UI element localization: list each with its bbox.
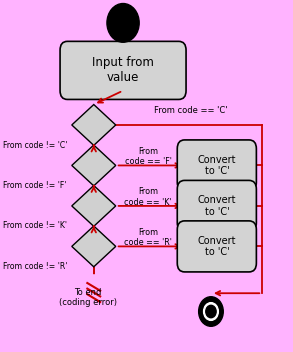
Polygon shape [72,145,116,186]
Polygon shape [72,105,116,145]
Circle shape [204,303,218,320]
Circle shape [206,305,216,318]
Text: Convert
to 'C': Convert to 'C' [197,195,236,217]
Text: From code != 'F': From code != 'F' [3,181,66,190]
Text: From code != 'R': From code != 'R' [3,262,67,271]
Text: To end
(coding error): To end (coding error) [59,288,117,307]
Text: Input from
value: Input from value [92,56,154,84]
FancyBboxPatch shape [177,140,256,191]
FancyBboxPatch shape [177,180,256,232]
Text: From
code == 'F': From code == 'F' [125,147,171,166]
Circle shape [107,4,139,42]
Text: From
code == 'K': From code == 'K' [124,187,172,207]
Text: From code != 'C': From code != 'C' [3,140,67,150]
Text: From code == 'C': From code == 'C' [154,106,227,115]
FancyBboxPatch shape [177,221,256,272]
Polygon shape [72,226,116,267]
Text: From code != 'K': From code != 'K' [3,221,67,231]
Text: From
code == 'R': From code == 'R' [124,228,172,247]
Polygon shape [72,186,116,226]
Text: Convert
to 'C': Convert to 'C' [197,235,236,257]
FancyBboxPatch shape [60,41,186,99]
Circle shape [199,297,223,326]
Text: Convert
to 'C': Convert to 'C' [197,155,236,176]
